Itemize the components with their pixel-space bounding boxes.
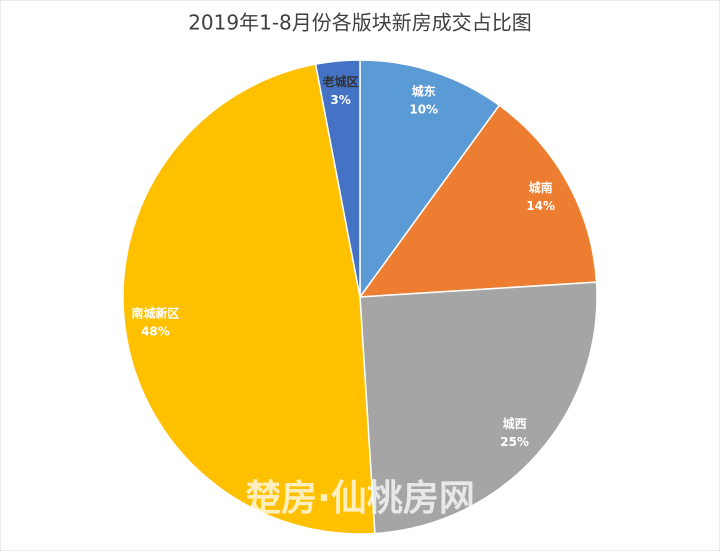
slice-value-label: 10% [409, 102, 438, 116]
slice-value-label: 48% [141, 324, 170, 338]
pie-slice [359, 281, 598, 535]
slice-value-label: 14% [526, 199, 555, 213]
chart-title: 2019年1-8月份各版块新房成交占比图 [188, 11, 532, 35]
pie-slice [314, 59, 361, 298]
slice-label: 城南 [529, 180, 553, 195]
slice-label: 南城新区 [131, 305, 179, 320]
slice-label: 城西 [503, 416, 527, 431]
pie-slice [122, 63, 376, 535]
slice-label: 老城区 [323, 74, 359, 89]
pie-slice [358, 104, 598, 298]
slice-label: 城东 [412, 83, 436, 98]
slice-value-label: 3% [330, 93, 350, 107]
slice-value-label: 25% [500, 435, 529, 449]
pie-slice [359, 59, 501, 300]
watermark: 楚房·仙桃房网 [245, 478, 475, 519]
